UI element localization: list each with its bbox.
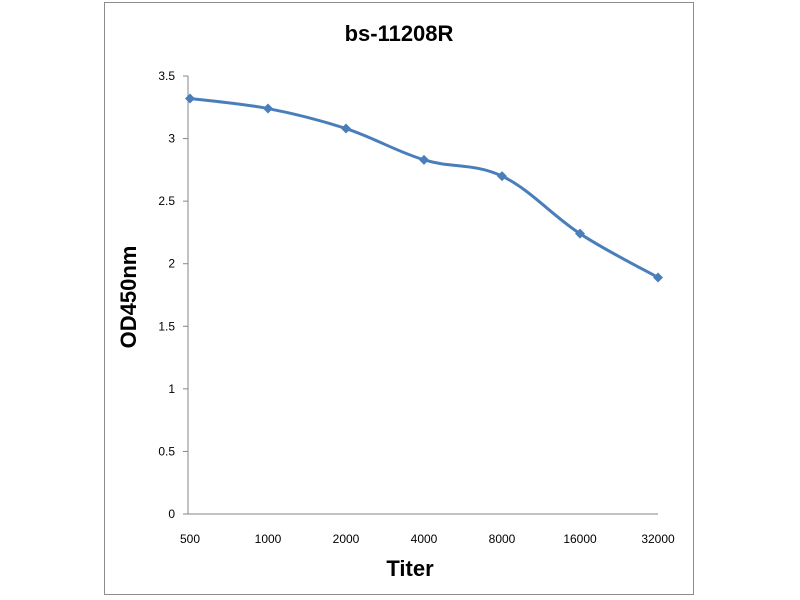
y-tick-label: 0.5 bbox=[158, 444, 175, 458]
x-tick-label: 500 bbox=[180, 532, 200, 546]
y-tick-label: 2 bbox=[168, 257, 175, 271]
y-axis-title: OD450nm bbox=[116, 246, 141, 349]
x-tick-label: 4000 bbox=[411, 532, 438, 546]
y-axis-ticks: 0 0.5 1 1.5 2 2.5 3 3.5 bbox=[158, 69, 188, 521]
data-point-marker bbox=[419, 154, 429, 165]
data-point-marker bbox=[263, 103, 273, 114]
data-point-marker bbox=[341, 123, 351, 134]
y-tick-label: 2.5 bbox=[158, 194, 175, 208]
data-point-marker bbox=[497, 171, 507, 182]
x-tick-label: 1000 bbox=[255, 532, 282, 546]
y-tick-label: 1.5 bbox=[158, 319, 175, 333]
x-tick-label: 2000 bbox=[333, 532, 360, 546]
x-tick-label: 8000 bbox=[489, 532, 516, 546]
x-tick-label: 16000 bbox=[563, 532, 597, 546]
y-tick-label: 3.5 bbox=[158, 69, 175, 83]
data-point-marker bbox=[575, 228, 585, 239]
x-axis-ticks: 500 1000 2000 4000 8000 16000 32000 bbox=[180, 532, 675, 546]
x-tick-label: 32000 bbox=[641, 532, 675, 546]
chart-title: bs-11208R bbox=[345, 21, 454, 46]
data-point-marker bbox=[185, 93, 195, 104]
x-axis-title: Titer bbox=[386, 556, 434, 581]
data-point-marker bbox=[653, 272, 663, 283]
y-tick-label: 0 bbox=[168, 507, 175, 521]
y-tick-label: 1 bbox=[168, 382, 175, 396]
series-line bbox=[188, 97, 660, 279]
y-tick-label: 3 bbox=[168, 132, 175, 146]
series-markers bbox=[185, 93, 663, 283]
